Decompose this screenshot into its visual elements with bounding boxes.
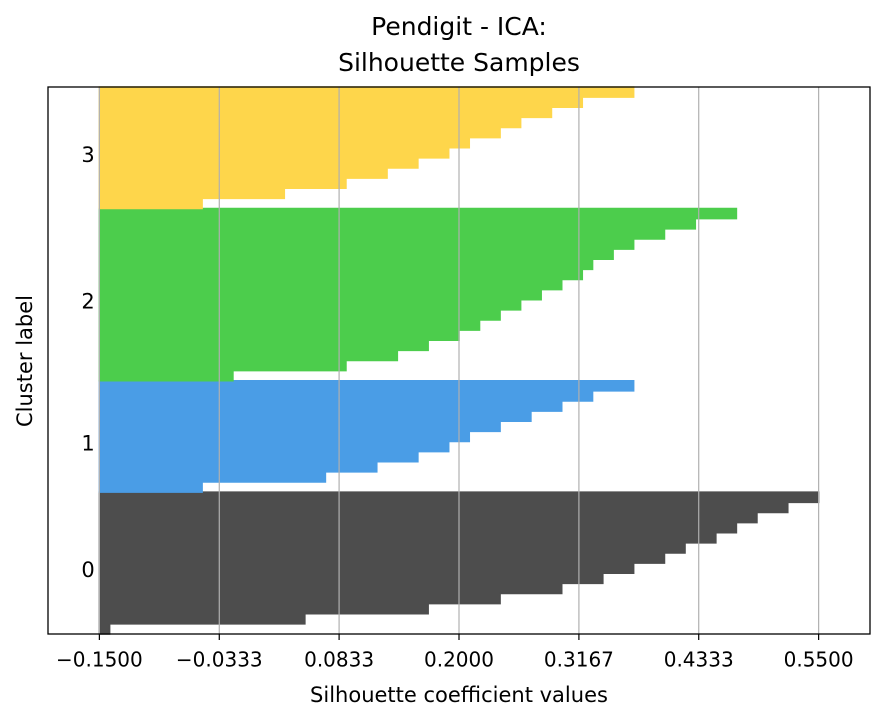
- x-tick-label: 0.3167: [544, 648, 614, 672]
- cluster-label: 0: [81, 558, 94, 582]
- cluster-label: 3: [81, 143, 94, 167]
- cluster-area: [98, 380, 635, 493]
- chart-subtitle: Silhouette Samples: [338, 48, 580, 77]
- x-tick-label: −0.1500: [56, 648, 143, 672]
- cluster-label: 1: [81, 431, 94, 455]
- y-axis-label: Cluster label: [13, 295, 37, 427]
- cluster-area: [98, 86, 635, 210]
- x-tick-label: 0.5500: [784, 648, 854, 672]
- x-tick-label: 0.0833: [304, 648, 374, 672]
- x-tick-label: −0.0333: [176, 648, 263, 672]
- cluster-label: 2: [81, 290, 94, 314]
- cluster-area: [98, 207, 738, 382]
- x-axis-label: Silhouette coefficient values: [310, 683, 608, 707]
- x-tick-label: 0.2000: [424, 648, 494, 672]
- x-tick-label: 0.4333: [664, 648, 734, 672]
- plot-frame: [47, 86, 871, 635]
- chart-title: Pendigit - ICA:: [371, 12, 547, 41]
